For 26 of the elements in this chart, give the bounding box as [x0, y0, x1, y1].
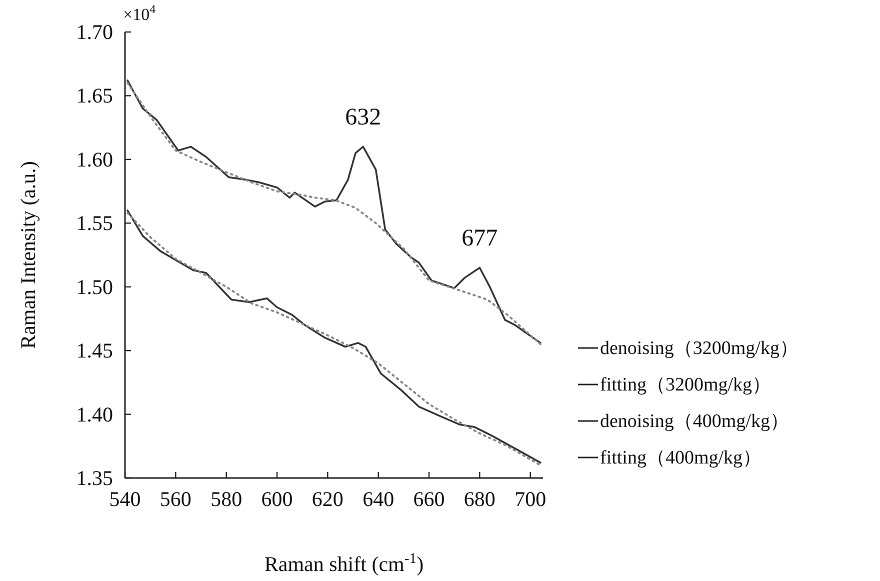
y-tick-label: 1.50 — [76, 274, 113, 299]
y-tick-label: 1.35 — [76, 466, 113, 490]
x-tick-label: 540 — [109, 487, 141, 511]
y-tick-label: 1.45 — [76, 338, 113, 363]
x-tick-label: 680 — [464, 487, 496, 511]
text: denoising（400mg/kg） — [600, 410, 789, 432]
x-tick-label: 660 — [413, 487, 445, 511]
y-tick-label: 1.40 — [76, 402, 113, 426]
y-tick-label: 1.65 — [76, 84, 113, 108]
x-tick-label: 620 — [312, 487, 344, 511]
y-tick-label: 1.55 — [76, 211, 113, 236]
annotation: 677 — [462, 226, 498, 252]
x-axis-title: Raman shift (cm$^{-1}$) — [264, 551, 424, 576]
text: denoising（3200mg/kg） — [600, 338, 798, 358]
text: fitting（3200mg/kg） — [600, 374, 771, 395]
x-tick-label: 700 — [514, 487, 546, 511]
y-tick-label: 1.70 — [76, 20, 113, 44]
x-tick-label: 580 — [210, 487, 242, 511]
y-axis-title: Raman Intensity (a.u.) — [16, 161, 40, 349]
x-tick-label: 560 — [160, 487, 192, 511]
annotation: 632 — [345, 104, 382, 131]
y-tick-label: 1.60 — [76, 147, 113, 172]
text: ×10$^{4}$ — [123, 2, 156, 24]
x-tick-label: 600 — [261, 487, 293, 511]
text: fitting（400mg/kg） — [600, 447, 762, 468]
x-tick-label: 640 — [362, 487, 394, 511]
